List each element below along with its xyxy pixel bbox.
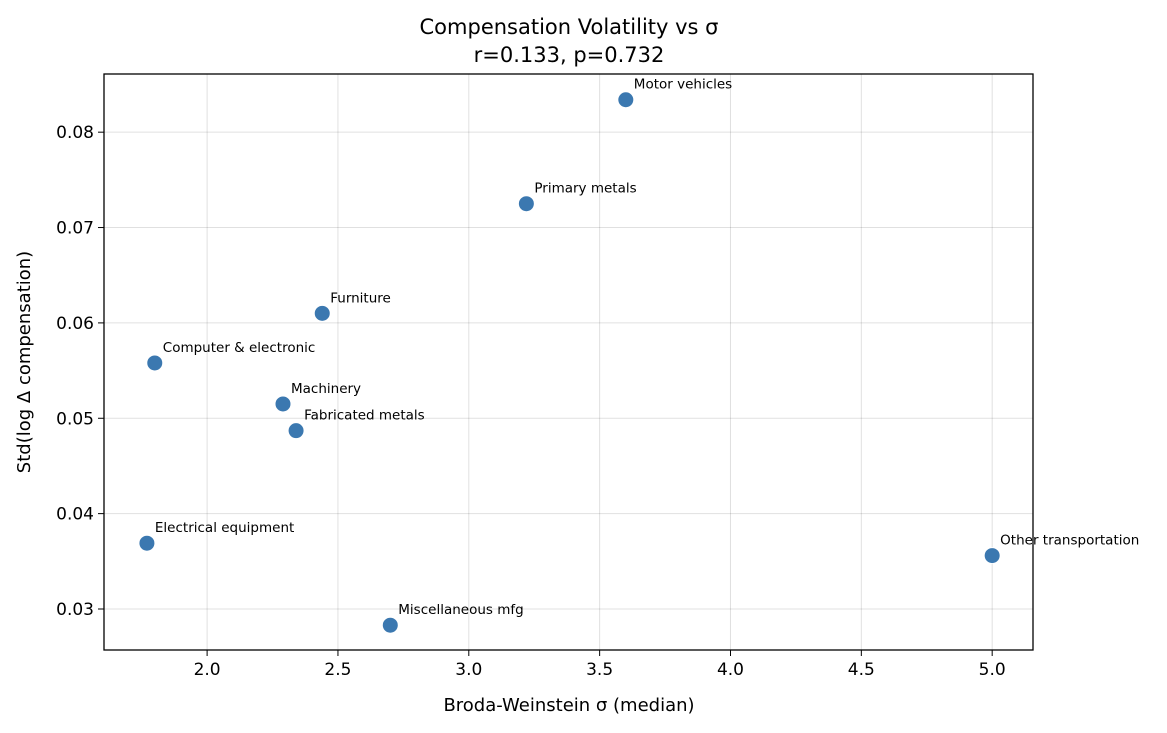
data-point xyxy=(146,354,164,372)
y-tick-label: 0.05 xyxy=(56,409,94,429)
y-tick-label: 0.08 xyxy=(56,123,94,143)
point-label: Fabricated metals xyxy=(304,408,425,424)
data-point xyxy=(381,616,399,634)
chart-subtitle: r=0.133, p=0.732 xyxy=(474,43,665,67)
data-point xyxy=(138,534,156,552)
x-tick-label: 3.0 xyxy=(455,660,482,680)
y-axis-label: Std(log Δ compensation) xyxy=(14,251,35,473)
point-label: Miscellaneous mfg xyxy=(398,602,523,618)
grid xyxy=(104,74,1033,650)
point-label: Machinery xyxy=(291,381,361,397)
x-tick-label: 4.5 xyxy=(848,660,875,680)
data-point xyxy=(617,91,635,109)
x-tick-label: 2.5 xyxy=(324,660,351,680)
y-tick-label: 0.07 xyxy=(56,219,94,239)
y-tick-label: 0.03 xyxy=(56,600,94,620)
y-tick-label: 0.04 xyxy=(56,505,94,525)
x-tick-label: 3.5 xyxy=(586,660,613,680)
data-point xyxy=(313,304,331,322)
plot-frame xyxy=(103,73,1034,651)
point-label: Computer & electronic xyxy=(163,340,316,356)
ticks: 2.0 2.5 3.0 3.5 4.0 4.5 5.0 0.03 0.04 0.05 0.06 0.0… xyxy=(56,123,1006,680)
y-tick-label: 0.06 xyxy=(56,314,94,334)
x-axis-label: Broda-Weinstein σ (median) xyxy=(443,695,694,716)
x-tick-label: 2.0 xyxy=(194,660,221,680)
point-label: Other transportation xyxy=(1000,533,1139,549)
data-point xyxy=(274,395,292,413)
point-label: Electrical equipment xyxy=(155,520,294,536)
data-point xyxy=(983,547,1001,565)
x-tick-label: 5.0 xyxy=(979,660,1006,680)
x-tick-label: 4.0 xyxy=(717,660,744,680)
point-label: Primary metals xyxy=(534,181,636,197)
point-label: Furniture xyxy=(330,290,391,306)
chart-title: Compensation Volatility vs σ xyxy=(420,15,719,39)
data-point xyxy=(287,422,305,440)
points: Motor vehicles Primary metals Furniture Com… xyxy=(138,77,1139,634)
data-point xyxy=(517,195,535,213)
point-label: Motor vehicles xyxy=(634,77,732,93)
